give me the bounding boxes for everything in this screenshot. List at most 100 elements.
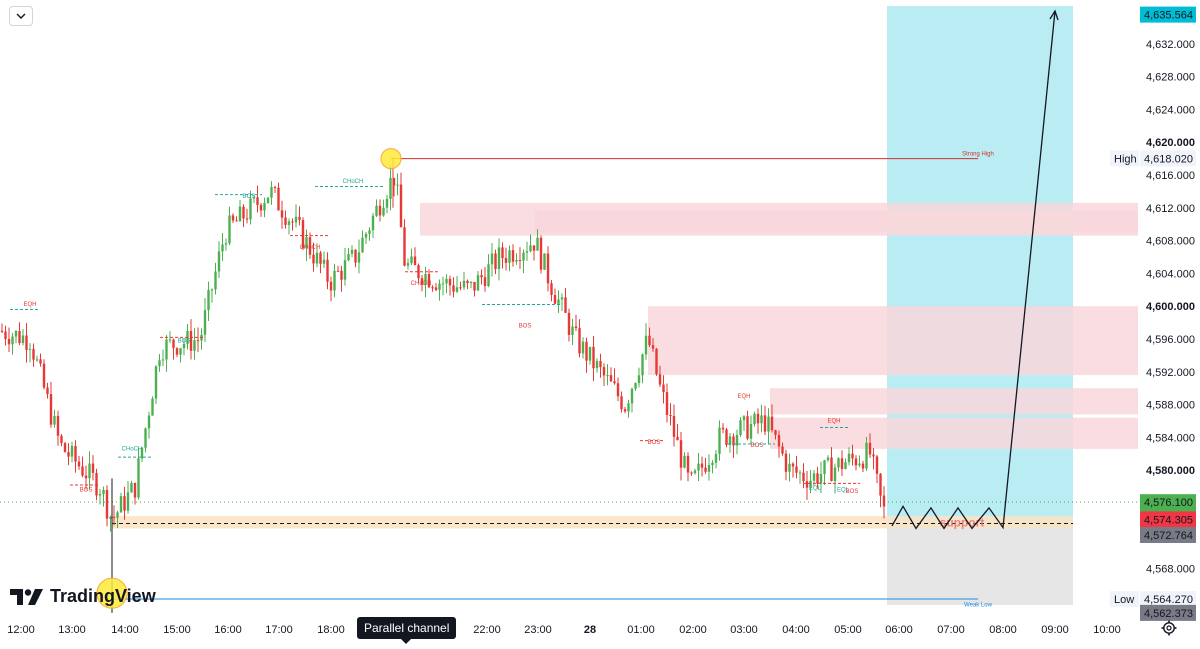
candle-body-146 bbox=[511, 250, 515, 262]
candle-body-4 bbox=[14, 331, 18, 337]
candle-body-30 bbox=[105, 489, 109, 519]
y-tick-label-6: 4,608.000 bbox=[1146, 236, 1195, 248]
structure-label-3: BOS bbox=[178, 338, 191, 344]
candle-body-166 bbox=[581, 341, 585, 354]
candle-body-143 bbox=[501, 247, 504, 259]
candle-body-17 bbox=[60, 435, 63, 444]
candle-body-189 bbox=[662, 384, 665, 393]
candle-body-56 bbox=[196, 340, 200, 342]
x-tick-label-13: 03:00 bbox=[730, 624, 758, 636]
candle-body-126 bbox=[441, 283, 445, 285]
candle-body-147 bbox=[515, 260, 518, 262]
candle-body-236 bbox=[826, 457, 830, 461]
swing-high-marker bbox=[380, 148, 402, 170]
candle-body-85 bbox=[298, 216, 301, 221]
candle-body-221 bbox=[774, 430, 777, 435]
candle-body-1 bbox=[4, 331, 7, 340]
candle-body-162 bbox=[567, 312, 571, 335]
supply-zone-3 bbox=[770, 388, 1138, 415]
gear-icon[interactable] bbox=[1161, 620, 1177, 636]
candle-body-96 bbox=[336, 270, 340, 272]
candle-body-105 bbox=[368, 230, 371, 234]
entry-price-label-bg bbox=[1140, 511, 1196, 528]
structure-label-2: CHoCH bbox=[122, 447, 143, 453]
candle-body-9 bbox=[32, 348, 35, 360]
candle-body-211 bbox=[739, 420, 742, 435]
candle-body-155 bbox=[543, 253, 546, 270]
candle-body-194 bbox=[679, 440, 683, 468]
candle-body-89 bbox=[312, 254, 315, 264]
candle-body-44 bbox=[154, 366, 158, 399]
candle-body-153 bbox=[536, 237, 539, 251]
last-price-label-bg bbox=[1140, 604, 1196, 621]
candle-body-29 bbox=[102, 489, 105, 495]
candle-body-122 bbox=[427, 273, 431, 288]
structure-label-15: BOS bbox=[846, 489, 859, 495]
candle-body-248 bbox=[868, 442, 872, 455]
candle-body-134 bbox=[469, 281, 473, 284]
candle-body-47 bbox=[165, 339, 168, 360]
candle-body-16 bbox=[56, 415, 60, 436]
candle-body-217 bbox=[760, 415, 763, 424]
candle-body-240 bbox=[840, 458, 844, 469]
candle-body-101 bbox=[354, 249, 357, 263]
y-tick-label-12: 4,584.000 bbox=[1146, 432, 1195, 444]
candle-body-148 bbox=[518, 260, 522, 262]
candle-body-93 bbox=[326, 259, 329, 282]
candle-body-192 bbox=[672, 416, 676, 437]
stop-price-label-bg bbox=[1140, 526, 1196, 543]
candle-body-156 bbox=[546, 253, 550, 284]
candle-body-154 bbox=[539, 237, 543, 270]
candle-body-27 bbox=[95, 472, 98, 496]
candle-body-111 bbox=[389, 177, 392, 199]
candle-body-80 bbox=[280, 210, 284, 218]
candle-body-179 bbox=[627, 403, 630, 412]
structure-label-14: EQL bbox=[837, 488, 850, 494]
candle-body-14 bbox=[49, 394, 53, 425]
candle-body-202 bbox=[707, 465, 711, 472]
candle-body-38 bbox=[133, 482, 137, 498]
stop-zone bbox=[887, 527, 1073, 605]
candle-body-10 bbox=[35, 359, 39, 361]
candle-body-33 bbox=[116, 512, 119, 518]
candle-body-184 bbox=[644, 335, 648, 355]
candle-body-72 bbox=[252, 197, 256, 199]
candle-body-68 bbox=[238, 206, 242, 222]
candle-body-54 bbox=[189, 330, 193, 351]
candle-body-118 bbox=[413, 256, 417, 266]
candle-body-174 bbox=[609, 375, 613, 382]
candle-body-117 bbox=[410, 256, 413, 264]
candle-body-97 bbox=[340, 270, 343, 280]
candle-body-58 bbox=[203, 310, 207, 335]
candle-body-199 bbox=[697, 463, 700, 471]
candle-body-247 bbox=[865, 442, 868, 469]
x-tick-label-6: 18:00 bbox=[317, 624, 345, 636]
candle-body-251 bbox=[879, 473, 882, 496]
candle-body-109 bbox=[382, 207, 385, 216]
x-tick-label-11: 01:00 bbox=[627, 624, 655, 636]
candle-body-8 bbox=[28, 348, 32, 350]
candle-body-123 bbox=[431, 287, 434, 289]
x-tick-label-1: 13:00 bbox=[58, 624, 86, 636]
candle-body-144 bbox=[504, 258, 508, 263]
tradingview-logo-icon bbox=[10, 588, 43, 605]
candle-body-42 bbox=[147, 415, 151, 429]
candle-body-23 bbox=[81, 466, 84, 476]
candle-body-82 bbox=[287, 221, 291, 225]
structure-label-10: EQH bbox=[737, 394, 750, 400]
candle-body-52 bbox=[182, 343, 186, 349]
candle-body-157 bbox=[550, 283, 553, 296]
candle-body-136 bbox=[476, 275, 480, 291]
chevron-down-icon[interactable] bbox=[9, 6, 33, 26]
y-tick-label-3: 4,620.000 bbox=[1146, 137, 1195, 149]
candle-body-2 bbox=[7, 339, 11, 345]
entry-price-label: 4,574.305 bbox=[1144, 514, 1193, 526]
y-tick-label-1: 4,628.000 bbox=[1146, 72, 1195, 84]
structure-label-8: BOS bbox=[519, 324, 532, 330]
x-tick-label-17: 07:00 bbox=[937, 624, 965, 636]
candle-body-48 bbox=[168, 339, 172, 341]
candle-body-88 bbox=[308, 237, 312, 255]
candle-body-213 bbox=[746, 416, 749, 439]
stop-price-label: 4,572.764 bbox=[1144, 530, 1193, 542]
